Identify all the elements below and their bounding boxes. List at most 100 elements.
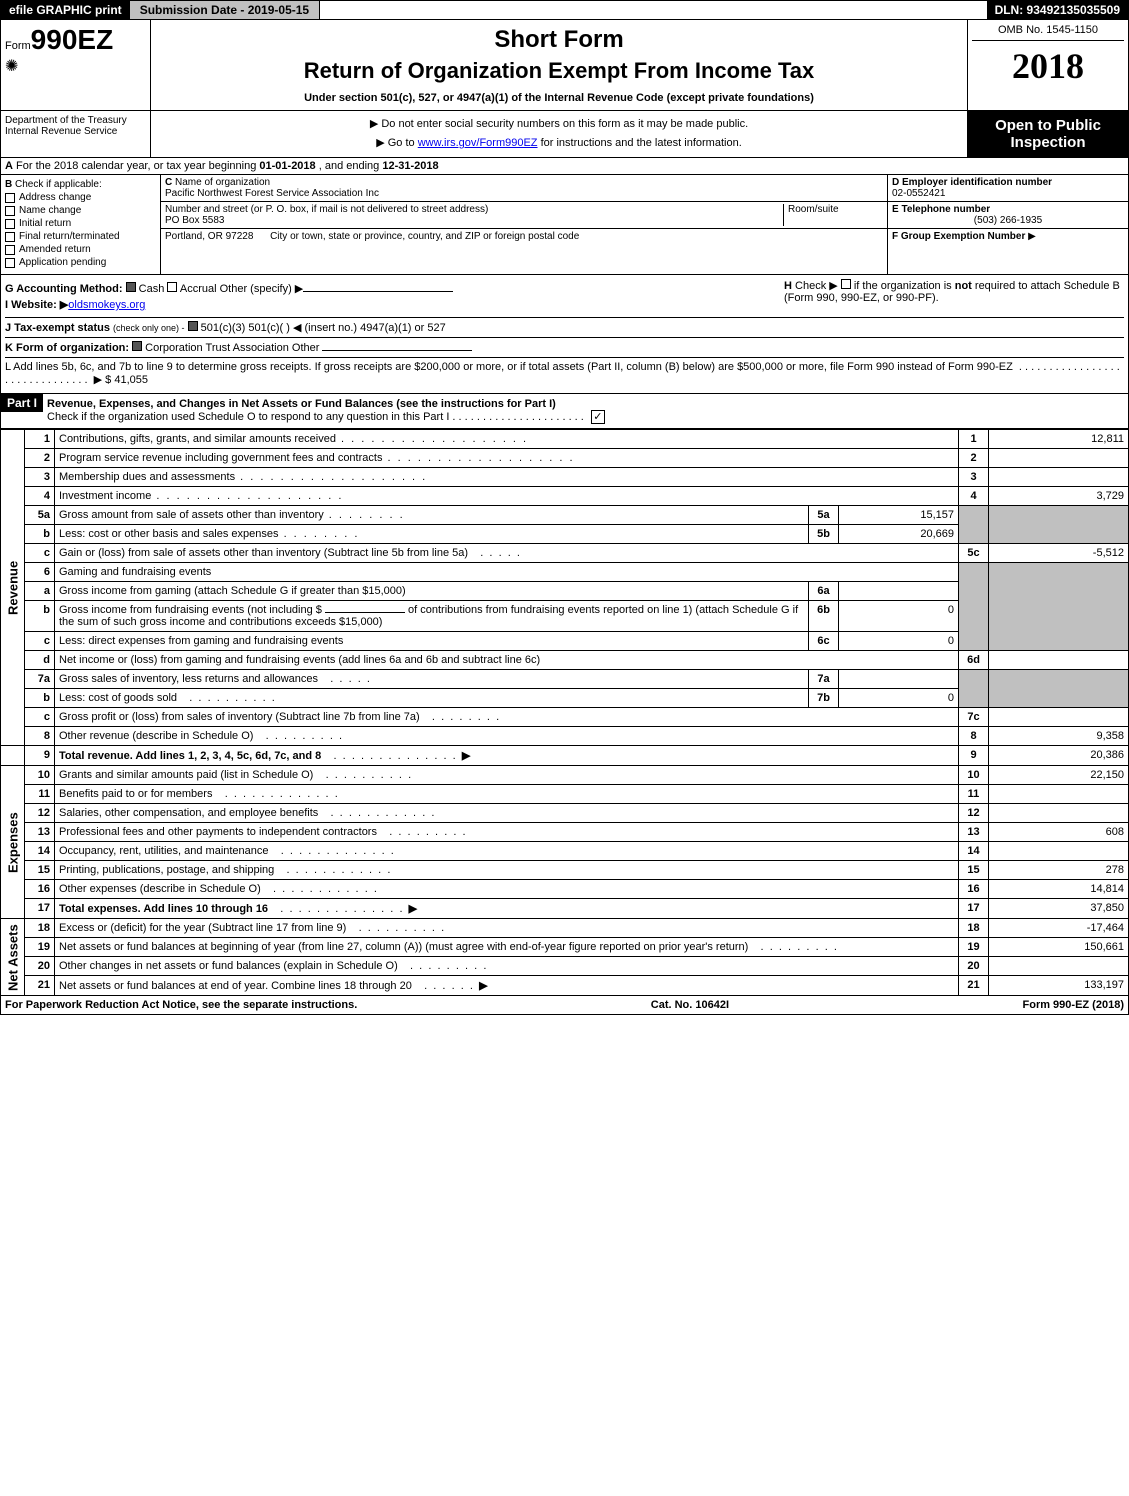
open-to-public: Open to Public Inspection — [968, 111, 1128, 157]
checkbox-name-change[interactable] — [5, 206, 15, 216]
line-12-desc: Salaries, other compensation, and employ… — [59, 807, 318, 819]
line-4-num: 4 — [25, 487, 55, 506]
line-6c-desc: Less: direct expenses from gaming and fu… — [59, 635, 343, 647]
omb-year-cell: OMB No. 1545-1150 2018 — [968, 20, 1128, 110]
shaded-7v — [989, 670, 1129, 708]
dept-treasury: Department of the Treasury — [5, 115, 146, 126]
netassets-side-label: Net Assets — [1, 919, 25, 996]
g-other-field[interactable] — [303, 291, 453, 292]
line-20-ln: 20 — [959, 957, 989, 976]
efile-print-button[interactable]: efile GRAPHIC print — [1, 1, 130, 19]
line-7c-desc: Gross profit or (loss) from sales of inv… — [59, 711, 420, 723]
d-label: D Employer identification number — [892, 177, 1052, 188]
section-b: B Check if applicable: Address change Na… — [1, 175, 161, 274]
checkbox-schedule-o[interactable]: ✓ — [591, 410, 605, 424]
dln-number: DLN: 93492135035509 — [987, 1, 1128, 19]
g-accrual: Accrual — [180, 283, 217, 295]
section-c: C Name of organization Pacific Northwest… — [161, 175, 888, 274]
line-20-val — [989, 957, 1129, 976]
line-4-ln: 4 — [959, 487, 989, 506]
org-info-grid: B Check if applicable: Address change Na… — [0, 175, 1129, 275]
line-19-ln: 19 — [959, 938, 989, 957]
line-7c-num: c — [25, 708, 55, 727]
checkbox-501c3[interactable] — [188, 321, 198, 331]
ein-value: 02-0552421 — [892, 188, 945, 199]
line-8-val: 9,358 — [989, 727, 1129, 746]
checkbox-corporation[interactable] — [132, 341, 142, 351]
h-prefix: Check ▶ — [795, 280, 838, 292]
checkbox-application-pending[interactable] — [5, 258, 15, 268]
k-label: K Form of organization: — [5, 342, 129, 354]
line-1-ln: 1 — [959, 430, 989, 449]
line-5c-ln: 5c — [959, 544, 989, 563]
line-12-ln: 12 — [959, 804, 989, 823]
line-5c-desc: Gain or (loss) from sale of assets other… — [59, 547, 468, 559]
line-6a-num: a — [25, 582, 55, 601]
b-letter: B — [5, 179, 12, 190]
org-address: PO Box 5583 — [165, 215, 224, 226]
line-3-desc: Membership dues and assessments — [59, 471, 427, 483]
line-2-ln: 2 — [959, 449, 989, 468]
checkbox-schedule-b[interactable] — [841, 279, 851, 289]
line-5a-num: 5a — [25, 506, 55, 525]
goto-prefix: ▶ Go to — [376, 137, 417, 149]
line-6b-blank[interactable] — [325, 612, 405, 613]
line-20-num: 20 — [25, 957, 55, 976]
checkbox-accrual[interactable] — [167, 282, 177, 292]
label-initial-return: Initial return — [19, 218, 71, 229]
submission-date: Submission Date - 2019-05-15 — [130, 1, 320, 19]
line-17-desc: Total expenses. Add lines 10 through 16 — [59, 903, 268, 915]
short-form-title: Short Form — [157, 26, 961, 54]
dept-cell: Department of the Treasury Internal Reve… — [1, 111, 151, 157]
form-prefix: Form — [5, 40, 31, 52]
checkbox-final-return[interactable] — [5, 232, 15, 242]
line-21-desc: Net assets or fund balances at end of ye… — [59, 980, 412, 992]
line-18-desc: Excess or (deficit) for the year (Subtra… — [59, 922, 346, 934]
return-title: Return of Organization Exempt From Incom… — [157, 58, 961, 84]
line-6a-sub: 6a — [809, 582, 839, 601]
line-9-ln: 9 — [959, 746, 989, 766]
line-11-val — [989, 785, 1129, 804]
line-7c-val — [989, 708, 1129, 727]
part-1-table: Revenue 1 Contributions, gifts, grants, … — [0, 429, 1129, 996]
b-text: Check if applicable: — [15, 179, 102, 190]
line-10-desc: Grants and similar amounts paid (list in… — [59, 769, 313, 781]
l-text: L Add lines 5b, 6c, and 7b to line 9 to … — [5, 361, 1013, 373]
line-6b-subval: 0 — [839, 601, 959, 632]
footer-mid: Cat. No. 10642I — [651, 999, 729, 1011]
line-17-ln: 17 — [959, 899, 989, 919]
notice-cell: ▶ Do not enter social security numbers o… — [151, 111, 968, 157]
line-20-desc: Other changes in net assets or fund bala… — [59, 960, 398, 972]
line-2-num: 2 — [25, 449, 55, 468]
line-15-val: 278 — [989, 861, 1129, 880]
line-5c-num: c — [25, 544, 55, 563]
form-number-cell: Form990EZ ✺ — [1, 20, 151, 110]
line-6c-num: c — [25, 632, 55, 651]
line-16-val: 14,814 — [989, 880, 1129, 899]
checkbox-amended-return[interactable] — [5, 245, 15, 255]
line-6d-desc: Net income or (loss) from gaming and fun… — [59, 654, 540, 666]
shaded-6 — [959, 563, 989, 651]
line-12-num: 12 — [25, 804, 55, 823]
checkbox-initial-return[interactable] — [5, 219, 15, 229]
checkbox-cash[interactable] — [126, 282, 136, 292]
line-8-num: 8 — [25, 727, 55, 746]
revenue-side-label: Revenue — [1, 430, 25, 746]
k-other-field[interactable] — [322, 350, 472, 351]
irs-label: Internal Revenue Service — [5, 126, 146, 137]
irs-instructions-link[interactable]: www.irs.gov/Form990EZ — [418, 137, 538, 149]
line-14-ln: 14 — [959, 842, 989, 861]
line-7c-ln: 7c — [959, 708, 989, 727]
line-5b-desc: Less: cost or other basis and sales expe… — [59, 528, 359, 540]
line-2-desc: Program service revenue including govern… — [59, 452, 575, 464]
label-amended-return: Amended return — [19, 244, 91, 255]
line-3-num: 3 — [25, 468, 55, 487]
c-name-label: Name of organization — [175, 177, 270, 188]
footer-left: For Paperwork Reduction Act Notice, see … — [5, 999, 357, 1011]
section-def: D Employer identification number 02-0552… — [888, 175, 1128, 274]
line-5c-val: -5,512 — [989, 544, 1129, 563]
line-9-desc: Total revenue. Add lines 1, 2, 3, 4, 5c,… — [59, 750, 321, 762]
checkbox-address-change[interactable] — [5, 193, 15, 203]
shaded-5v — [989, 506, 1129, 544]
website-link[interactable]: oldsmokeys.org — [68, 299, 145, 311]
